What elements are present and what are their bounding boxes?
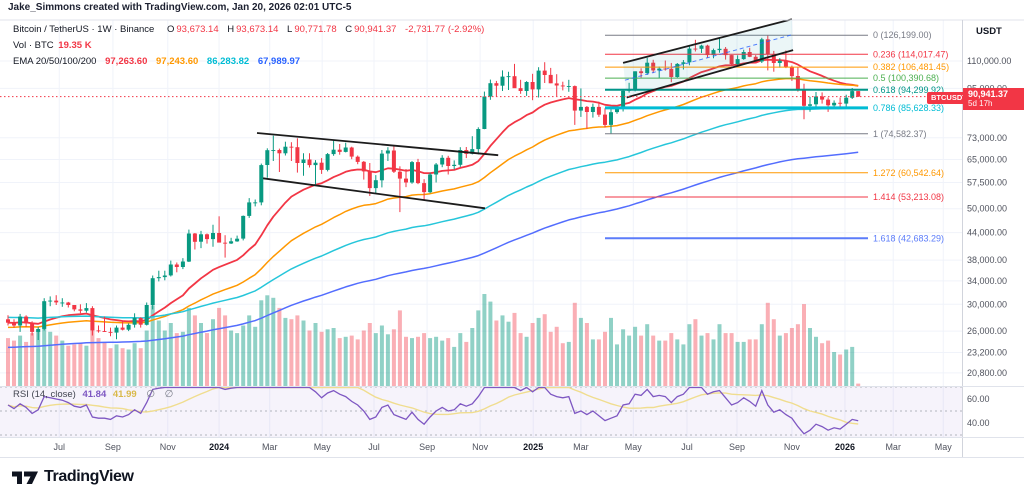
svg-text:40.00: 40.00 (967, 418, 990, 428)
hide-rsi-icon[interactable]: ∅ (146, 389, 156, 400)
time-axis[interactable]: Jul Sep Nov 2024 Mar May Jul Sep Nov 2025 Mar May Ju… (54, 442, 953, 452)
svg-text:65,000.00: 65,000.00 (967, 155, 1007, 165)
volume-label[interactable]: Vol · BTC (13, 40, 54, 51)
attribution-bar: Jake_Simmons created with TradingView.co… (8, 2, 352, 13)
rsi-legend-row: RSI (14, close) 41.84 41.99 ∅ ∅ (13, 389, 173, 400)
rsi-value: 41.84 (82, 389, 107, 400)
svg-text:60.00: 60.00 (967, 394, 990, 404)
svg-text:34,000.00: 34,000.00 (967, 276, 1007, 286)
rsi-label[interactable]: RSI (14, close) (13, 389, 76, 400)
bar-countdown: 5d 17h (968, 99, 993, 108)
ema200-line (7, 151, 859, 349)
price-axis[interactable]: 110,000.0095,000.0073,000.0065,000.0057,… (967, 56, 1011, 428)
last-price-value: 90,941.37 (968, 89, 1009, 99)
svg-text:Jul: Jul (681, 442, 693, 452)
fib-label-1.414: 1.414 (53,213.08) (873, 192, 944, 202)
svg-text:Jul: Jul (54, 442, 66, 452)
high-value: H 93,673.14 (227, 24, 279, 35)
svg-text:Nov: Nov (784, 442, 801, 452)
ema20-value: 97,263.60 (105, 56, 148, 67)
fib-label-1.272: 1.272 (60,542.64) (873, 168, 944, 178)
svg-text:26,000.00: 26,000.00 (967, 326, 1007, 336)
last-price-badge: 90,941.37 5d 17h (963, 88, 1024, 110)
descending-channel-2024 (256, 132, 499, 210)
symbol-title[interactable]: Bitcoin / TetherUS · 1W · Binance (13, 24, 155, 35)
rsi-ma-value: 41.99 (112, 389, 137, 400)
svg-text:Mar: Mar (262, 442, 278, 452)
svg-text:Jul: Jul (368, 442, 380, 452)
fib-label-1.618: 1.618 (42,683.29) (873, 233, 944, 243)
ema50-value: 97,243.60 (156, 56, 199, 67)
svg-text:38,000.00: 38,000.00 (967, 255, 1007, 265)
rsi-line (7, 386, 859, 435)
ema100-line (7, 106, 859, 319)
tradingview-logo-text: TradingView (44, 468, 134, 485)
main-legend: Bitcoin / TetherUS · 1W · Binance O 93,67… (13, 24, 484, 72)
fib-label-0.5: 0.5 (100,390.68) (873, 73, 939, 83)
ema50-line (7, 77, 859, 329)
ascending-channel-2025 (622, 18, 794, 99)
hide-rsi-ma-icon[interactable]: ∅ (164, 389, 174, 400)
svg-text:2024: 2024 (209, 442, 229, 452)
svg-text:May: May (625, 442, 643, 452)
change-value: -2,731.77 (-2.92%) (405, 24, 485, 35)
candlestick-series (6, 35, 861, 340)
price-axis-currency[interactable]: USDT (976, 26, 1002, 37)
ema100-value: 86,283.82 (206, 56, 250, 67)
svg-text:2026: 2026 (835, 442, 855, 452)
svg-text:Sep: Sep (729, 442, 745, 452)
svg-text:Mar: Mar (885, 442, 901, 452)
tradingview-logo[interactable]: TradingView (12, 468, 134, 486)
fib-label-0.382: 0.382 (106,481.45) (873, 62, 949, 72)
symbol-legend-row: Bitcoin / TetherUS · 1W · Binance O 93,67… (13, 24, 484, 40)
svg-text:30,000.00: 30,000.00 (967, 299, 1007, 309)
ema-label[interactable]: EMA 20/50/100/200 (13, 56, 97, 67)
svg-text:23,200.00: 23,200.00 (967, 348, 1007, 358)
ema-legend-row: EMA 20/50/100/200 97,263.60 97,243.60 86… (13, 56, 484, 72)
fib-label-0.618: 0.618 (94,299.92) (873, 85, 944, 95)
svg-text:Nov: Nov (472, 442, 489, 452)
svg-text:May: May (935, 442, 953, 452)
volume-value: 19.35 K (58, 40, 92, 51)
volume-legend-row: Vol · BTC 19.35 K (13, 40, 484, 56)
low-value: L 90,771.78 (287, 24, 337, 35)
svg-text:57,500.00: 57,500.00 (967, 178, 1007, 188)
ema20-line (7, 58, 859, 325)
svg-text:44,000.00: 44,000.00 (967, 228, 1007, 238)
svg-text:Nov: Nov (160, 442, 177, 452)
svg-text:20,800.00: 20,800.00 (967, 368, 1007, 378)
fib-label-1: 1 (74,582.37) (873, 129, 927, 139)
close-value: C 90,941.37 (345, 24, 397, 35)
svg-text:May: May (314, 442, 332, 452)
open-value: O 93,673.14 (166, 24, 219, 35)
fib-label-0: 0 (126,199.00) (873, 30, 932, 40)
fib-retracement: 0 (126,199.00) 0.236 (114,017.47) 0.382 (1… (605, 30, 949, 243)
svg-text:2025: 2025 (523, 442, 543, 452)
svg-text:73,000.00: 73,000.00 (967, 133, 1007, 143)
svg-text:Sep: Sep (105, 442, 121, 452)
tradingview-logo-icon (12, 471, 38, 484)
fib-label-0.236: 0.236 (114,017.47) (873, 49, 948, 59)
svg-text:Sep: Sep (419, 442, 435, 452)
svg-text:50,000.00: 50,000.00 (967, 204, 1007, 214)
svg-text:110,000.00: 110,000.00 (967, 56, 1011, 66)
symbol-price-tag: BTCUSDT (927, 92, 971, 104)
ema200-value: 67,989.97 (257, 56, 301, 67)
fib-label-0.786: 0.786 (85,628.33) (873, 103, 944, 113)
svg-text:Mar: Mar (573, 442, 589, 452)
